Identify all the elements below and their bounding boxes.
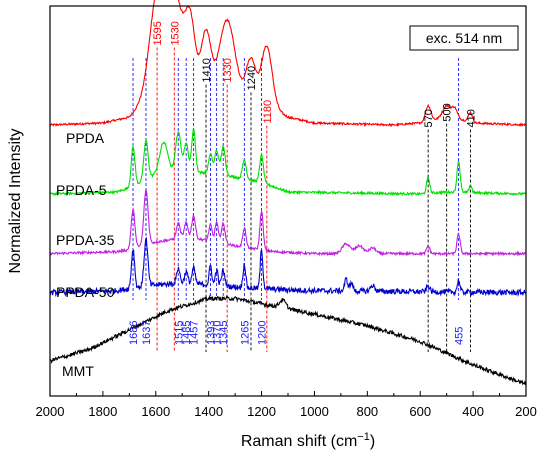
peak-label-500: 500 (442, 103, 454, 121)
x-tick-label-600: 600 (409, 404, 431, 419)
spectra-curves (49, 0, 527, 387)
series-line-ppda-35 (49, 189, 527, 257)
peak-labels-top: 1595 1530 1410 1330 1240 1180 570 500 410 (152, 21, 477, 127)
peak-label-1200: 1200 (257, 321, 269, 345)
x-axis-ticks: 2000 1800 1600 1400 1200 1000 800 600 400 200 (36, 391, 537, 419)
peak-label-1457: 1457 (189, 321, 201, 345)
series-label-ppda-50: PPDA-50 (56, 284, 115, 300)
peak-label-1265: 1265 (239, 321, 251, 345)
x-tick-label-1200: 1200 (247, 404, 276, 419)
peak-label-1485: 1485 (181, 321, 193, 345)
x-tick-label-200: 200 (515, 404, 537, 419)
x-axis-label-close: ) (370, 433, 375, 450)
peak-label-1595: 1595 (152, 21, 164, 45)
x-tick-label-400: 400 (462, 404, 484, 419)
x-tick-label-1800: 1800 (88, 404, 117, 419)
series-label-ppda-5: PPDA-5 (56, 182, 107, 198)
peak-guide-lines (132, 47, 471, 352)
peak-label-1686: 1686 (128, 321, 140, 345)
x-tick-label-800: 800 (356, 404, 378, 419)
x-tick-label-1600: 1600 (141, 404, 170, 419)
peak-label-1530: 1530 (169, 21, 181, 45)
series-label-ppda: PPDA (66, 130, 105, 146)
peak-label-1330: 1330 (222, 58, 234, 82)
peak-label-570: 570 (423, 109, 435, 127)
series-line-ppda (49, 0, 527, 128)
peak-label-1410: 1410 (201, 58, 213, 82)
peak-label-410: 410 (465, 109, 477, 127)
x-axis-label: Raman shift (cm−1) (241, 431, 375, 450)
peak-label-1515: 1515 (173, 321, 185, 345)
peak-label-1370: 1370 (212, 321, 224, 345)
peak-label-1180: 1180 (262, 100, 274, 124)
peak-label-1393: 1393 (206, 321, 218, 345)
series-label-ppda-35: PPDA-35 (56, 232, 115, 248)
peak-label-455: 455 (454, 327, 466, 345)
x-tick-label-1400: 1400 (194, 404, 223, 419)
series-line-ppda-5 (49, 128, 527, 197)
x-tick-label-2000: 2000 (36, 404, 65, 419)
series-line-mmt (49, 294, 527, 387)
series-label-mmt: MMT (62, 363, 94, 379)
legend-box: exc. 514 nm (409, 25, 519, 51)
y-axis-label: Normalized Intensity (7, 129, 24, 274)
x-tick-label-1000: 1000 (300, 404, 329, 419)
series-labels: PPDA PPDA-5 PPDA-35 PPDA-50 MMT (56, 130, 115, 379)
legend-box-frame (409, 25, 519, 51)
x-axis-label-sup: −1 (357, 431, 370, 443)
peak-label-1637: 1637 (141, 321, 153, 345)
series-line-ppda-50 (49, 236, 527, 298)
x-axis-label-main: Raman shift (cm (241, 433, 357, 450)
peak-label-1345: 1345 (218, 321, 230, 345)
legend-box-text: exc. 514 nm (426, 30, 502, 46)
peak-label-1240: 1240 (246, 66, 258, 90)
